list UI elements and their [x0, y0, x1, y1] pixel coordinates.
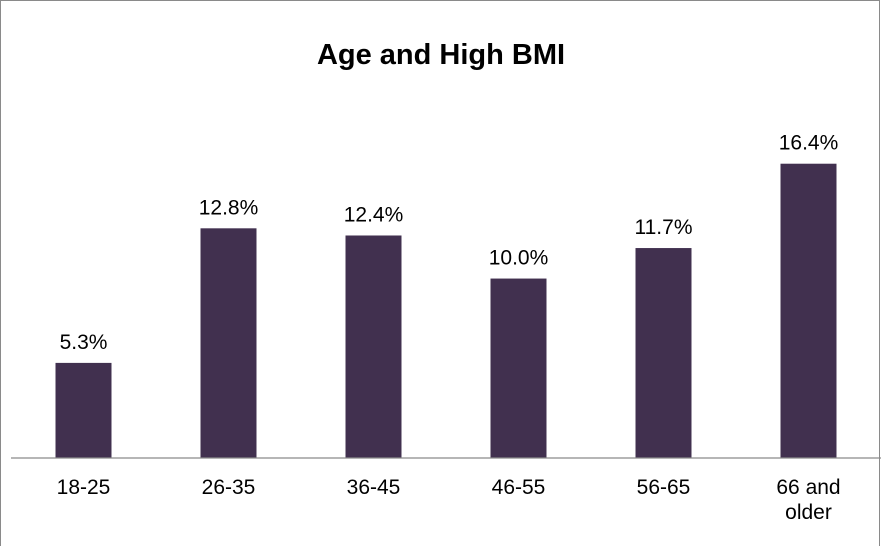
bar-5 — [780, 163, 837, 458]
bar-4 — [635, 248, 692, 458]
data-label-0: 5.3% — [60, 331, 108, 354]
category-label-line: 66 and — [776, 476, 840, 499]
category-labels-layer: 18-25 26-35 36-45 46-55 56-65 66 and older — [57, 476, 841, 524]
bars-layer — [55, 163, 837, 458]
chart-title: Age and High BMI — [316, 39, 566, 71]
data-label-4: 11.7% — [635, 216, 693, 239]
data-label-5: 16.4% — [779, 132, 839, 155]
category-label-0: 18-25 — [57, 476, 111, 499]
category-label-3: 46-55 — [492, 476, 546, 499]
category-label-line: 26-35 — [202, 476, 256, 499]
data-label-1: 12.8% — [199, 196, 259, 219]
category-label-4: 56-65 — [637, 476, 691, 499]
data-labels-layer: 5.3% 12.8% 12.4% 10.0% 11.7% 16.4% — [60, 132, 839, 354]
category-label-1: 26-35 — [202, 476, 256, 499]
bar-1 — [200, 228, 257, 458]
bar-3 — [490, 278, 547, 458]
category-label-line: 36-45 — [347, 476, 401, 499]
category-label-line: 56-65 — [637, 476, 691, 499]
category-label-5: 66 and older — [776, 476, 840, 524]
category-label-2: 36-45 — [347, 476, 401, 499]
category-label-line: 18-25 — [57, 476, 111, 499]
bar-2 — [345, 235, 402, 458]
data-label-3: 10.0% — [489, 247, 549, 270]
data-label-2: 12.4% — [344, 203, 404, 226]
category-label-line: 46-55 — [492, 476, 546, 499]
category-label-line: older — [785, 501, 832, 524]
bar-0 — [55, 362, 112, 458]
